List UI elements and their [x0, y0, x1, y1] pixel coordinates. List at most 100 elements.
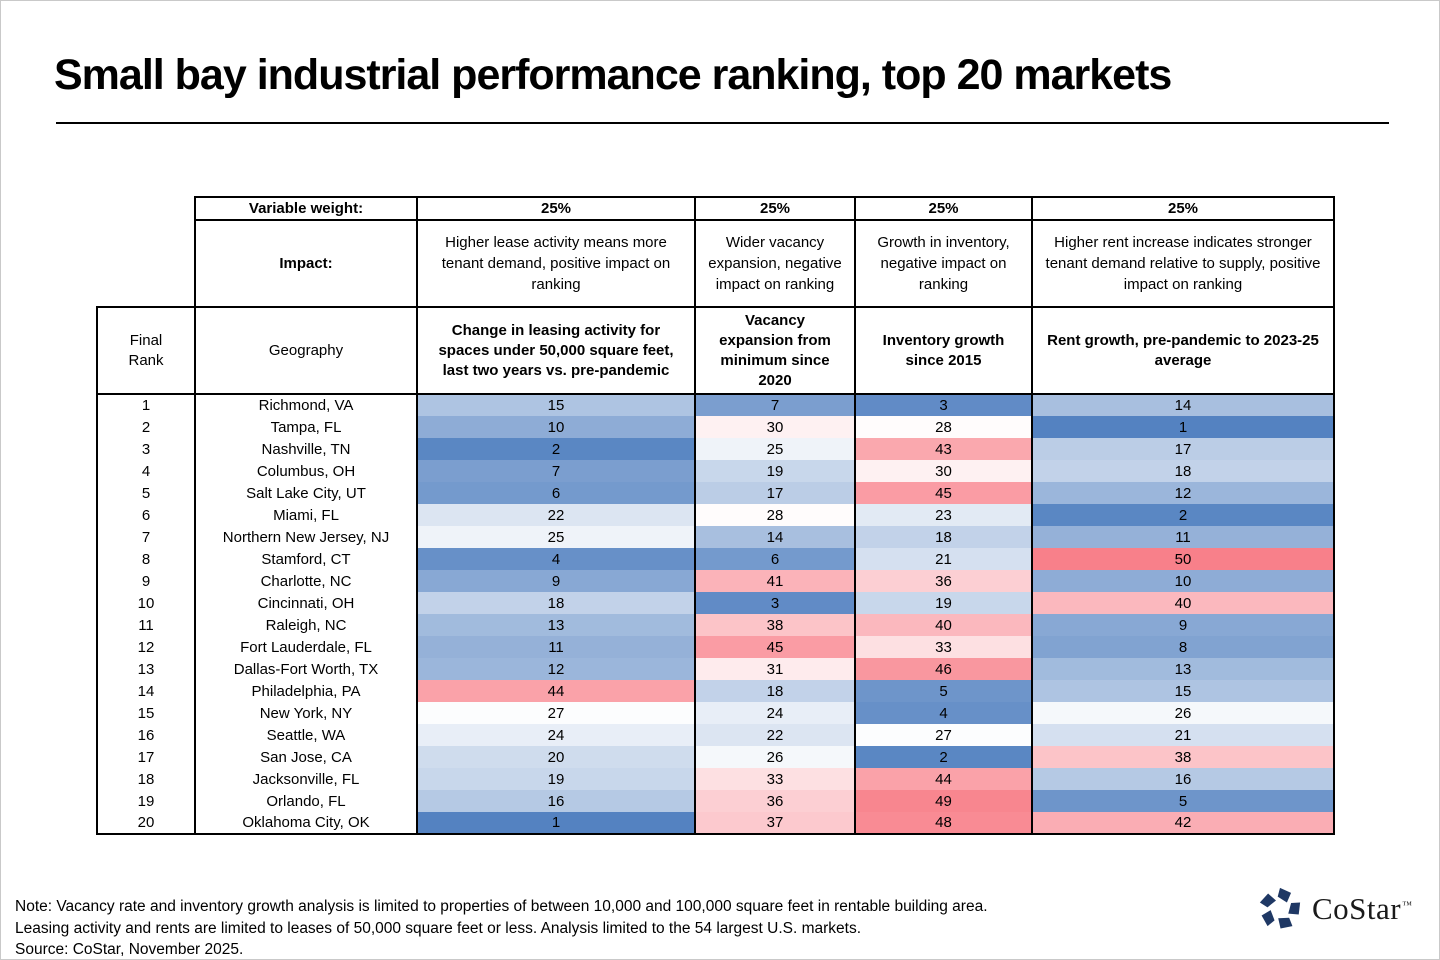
rent-cell: 2: [1031, 504, 1335, 526]
table-row: 3 Nashville, TN 2 25 43 17: [96, 438, 1335, 460]
geography-cell: Stamford, CT: [194, 548, 418, 570]
blank-cell: [97, 197, 195, 220]
costar-logo: CoStar™: [1257, 886, 1412, 932]
table-row: 7 Northern New Jersey, NJ 25 14 18 11: [96, 526, 1335, 548]
geography-cell: Dallas-Fort Worth, TX: [194, 658, 418, 680]
vacancy-cell: 25: [694, 438, 856, 460]
rent-cell: 40: [1031, 592, 1335, 614]
vacancy-cell: 17: [694, 482, 856, 504]
rank-cell: 2: [96, 416, 196, 438]
table-row: 9 Charlotte, NC 9 41 36 10: [96, 570, 1335, 592]
column-header-final-rank: Final Rank: [96, 306, 196, 395]
rank-cell: 14: [96, 680, 196, 702]
geography-cell: Charlotte, NC: [194, 570, 418, 592]
inventory-cell: 23: [854, 504, 1033, 526]
vacancy-cell: 37: [694, 812, 856, 835]
rank-cell: 9: [96, 570, 196, 592]
inventory-cell: 30: [854, 460, 1033, 482]
geography-cell: Seattle, WA: [194, 724, 418, 746]
leasing-cell: 9: [416, 570, 696, 592]
leasing-cell: 16: [416, 790, 696, 812]
table-row: 19 Orlando, FL 16 36 49 5: [96, 790, 1335, 812]
leasing-cell: 10: [416, 416, 696, 438]
rank-cell: 19: [96, 790, 196, 812]
weight-value: 25%: [1031, 196, 1335, 221]
vacancy-cell: 24: [694, 702, 856, 724]
inventory-cell: 4: [854, 702, 1033, 724]
leasing-cell: 12: [416, 658, 696, 680]
inventory-cell: 43: [854, 438, 1033, 460]
geography-cell: Cincinnati, OH: [194, 592, 418, 614]
leasing-cell: 27: [416, 702, 696, 724]
table-row: 6 Miami, FL 22 28 23 2: [96, 504, 1335, 526]
rank-cell: 12: [96, 636, 196, 658]
vacancy-cell: 18: [694, 680, 856, 702]
inventory-cell: 18: [854, 526, 1033, 548]
geography-cell: Jacksonville, FL: [194, 768, 418, 790]
column-header-rent: Rent growth, pre-pandemic to 2023-25 ave…: [1031, 306, 1335, 395]
rank-cell: 15: [96, 702, 196, 724]
geography-cell: Oklahoma City, OK: [194, 812, 418, 835]
rank-cell: 18: [96, 768, 196, 790]
table-row: 5 Salt Lake City, UT 6 17 45 12: [96, 482, 1335, 504]
rent-cell: 9: [1031, 614, 1335, 636]
footnote-line: Source: CoStar, November 2025.: [15, 941, 244, 958]
vacancy-cell: 19: [694, 460, 856, 482]
inventory-cell: 48: [854, 812, 1033, 835]
column-header-leasing: Change in leasing activity for spaces un…: [416, 306, 696, 395]
geography-cell: Fort Lauderdale, FL: [194, 636, 418, 658]
table-row: 13 Dallas-Fort Worth, TX 12 31 46 13: [96, 658, 1335, 680]
rent-cell: 17: [1031, 438, 1335, 460]
rank-cell: 6: [96, 504, 196, 526]
rank-cell: 16: [96, 724, 196, 746]
weight-value: 25%: [694, 196, 856, 221]
vacancy-cell: 33: [694, 768, 856, 790]
leasing-cell: 2: [416, 438, 696, 460]
vacancy-cell: 36: [694, 790, 856, 812]
impact-description: Higher rent increase indicates stronger …: [1031, 219, 1335, 308]
table-row: 2 Tampa, FL 10 30 28 1: [96, 416, 1335, 438]
inventory-cell: 19: [854, 592, 1033, 614]
rank-cell: 8: [96, 548, 196, 570]
rent-cell: 10: [1031, 570, 1335, 592]
rent-cell: 8: [1031, 636, 1335, 658]
leasing-cell: 15: [416, 394, 696, 416]
inventory-cell: 2: [854, 746, 1033, 768]
rent-cell: 21: [1031, 724, 1335, 746]
leasing-cell: 11: [416, 636, 696, 658]
leasing-cell: 44: [416, 680, 696, 702]
table-row: 8 Stamford, CT 4 6 21 50: [96, 548, 1335, 570]
costar-logo-text: CoStar™: [1312, 891, 1413, 926]
rank-cell: 17: [96, 746, 196, 768]
rent-cell: 14: [1031, 394, 1335, 416]
rank-cell: 7: [96, 526, 196, 548]
inventory-cell: 27: [854, 724, 1033, 746]
impact-description: Higher lease activity means more tenant …: [416, 219, 696, 308]
geography-cell: Philadelphia, PA: [194, 680, 418, 702]
vacancy-cell: 26: [694, 746, 856, 768]
table-row: 15 New York, NY 27 24 4 26: [96, 702, 1335, 724]
rank-cell: 13: [96, 658, 196, 680]
rank-cell: 10: [96, 592, 196, 614]
table-row: 20 Oklahoma City, OK 1 37 48 42: [96, 812, 1335, 835]
vacancy-cell: 45: [694, 636, 856, 658]
inventory-cell: 5: [854, 680, 1033, 702]
inventory-cell: 45: [854, 482, 1033, 504]
leasing-cell: 25: [416, 526, 696, 548]
vacancy-cell: 6: [694, 548, 856, 570]
inventory-cell: 3: [854, 394, 1033, 416]
inventory-cell: 49: [854, 790, 1033, 812]
blank-cell: [97, 220, 195, 307]
vacancy-cell: 7: [694, 394, 856, 416]
title-divider: [56, 122, 1389, 124]
geography-cell: Orlando, FL: [194, 790, 418, 812]
geography-cell: Columbus, OH: [194, 460, 418, 482]
rent-cell: 16: [1031, 768, 1335, 790]
leasing-cell: 13: [416, 614, 696, 636]
ranking-table: Variable weight: 25% 25% 25% 25% Impact:…: [96, 196, 1335, 835]
rank-cell: 1: [96, 394, 196, 416]
footnote-line: Leasing activity and rents are limited t…: [15, 919, 862, 937]
rent-cell: 50: [1031, 548, 1335, 570]
vacancy-cell: 30: [694, 416, 856, 438]
vacancy-cell: 41: [694, 570, 856, 592]
